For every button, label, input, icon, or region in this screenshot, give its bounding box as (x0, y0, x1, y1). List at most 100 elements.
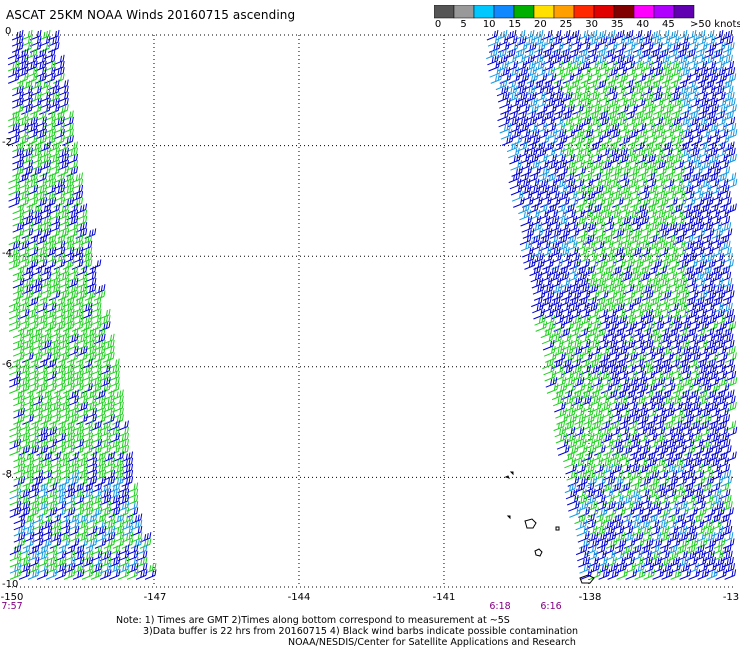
wind-barb (589, 98, 601, 109)
wind-barb (71, 197, 84, 208)
wind-barb (553, 73, 566, 84)
wind-barb (649, 284, 662, 295)
wind-barb (84, 284, 97, 295)
wind-barb (715, 420, 728, 432)
wind-barb (39, 147, 51, 159)
wind-barb (80, 246, 93, 258)
wind-barb (538, 240, 551, 252)
wind-barb (625, 122, 638, 134)
wind-barb (9, 439, 21, 450)
wind-barb (655, 439, 668, 450)
wind-barb (717, 209, 729, 221)
wind-barb (655, 513, 668, 525)
wind-barb (53, 234, 66, 246)
wind-barb (639, 246, 651, 258)
wind-barb (657, 197, 669, 208)
wind-barb (67, 513, 80, 525)
wind-barb (704, 141, 717, 153)
wind-barb (578, 141, 591, 153)
wind-barb (529, 265, 542, 277)
wind-barb (21, 153, 33, 165)
wind-barb (531, 197, 543, 208)
wind-barb (610, 488, 623, 500)
wind-barb (80, 253, 93, 264)
wind-barb (701, 519, 714, 531)
wind-barb (652, 346, 664, 357)
wind-barb (63, 420, 75, 432)
wind-barb (682, 215, 695, 227)
wind-barb (12, 98, 24, 109)
wind-barb (63, 364, 75, 376)
wind-barb (30, 333, 43, 345)
wind-barb (702, 197, 714, 208)
wind-barb (103, 532, 116, 543)
wind-barb (508, 172, 521, 184)
wind-barb (30, 277, 43, 289)
wind-barb (603, 296, 615, 308)
wind-barb (686, 141, 699, 153)
wind-barb (542, 60, 555, 72)
wind-barb (117, 432, 129, 444)
wind-barb (21, 147, 33, 159)
wind-barb (706, 122, 719, 134)
wind-barb (26, 321, 39, 332)
wind-barb (80, 315, 93, 326)
wind-barb (121, 463, 134, 475)
wind-barb (76, 519, 89, 531)
wind-barb (621, 197, 633, 208)
wind-barb (81, 488, 94, 500)
wind-barb (665, 494, 678, 506)
wind-barb (690, 135, 703, 146)
wind-barb (554, 203, 566, 215)
wind-barb (39, 79, 51, 91)
wind-barb (609, 209, 621, 221)
wind-barb (596, 110, 609, 122)
wind-barb (66, 147, 78, 159)
wind-barb (63, 445, 76, 456)
wind-barb (9, 569, 22, 580)
wind-barb (605, 91, 618, 103)
wind-barb (27, 501, 40, 512)
wind-barb (649, 85, 662, 97)
wind-barb (664, 240, 677, 252)
wind-barb (11, 36, 24, 47)
wind-barb (66, 277, 79, 289)
wind-barb (48, 85, 60, 97)
wind-barb (648, 48, 660, 60)
wind-barb (607, 122, 620, 134)
wind-barb (668, 308, 680, 320)
wind-barb (30, 166, 43, 177)
wind-barb (574, 463, 587, 475)
wind-barb (658, 85, 671, 97)
wind-barb (563, 426, 576, 438)
wind-barb (668, 259, 680, 270)
wind-barb (612, 48, 624, 60)
wind-barb (53, 178, 66, 190)
wind-barb (590, 203, 602, 215)
wind-barb (688, 98, 700, 109)
wind-barb (575, 445, 588, 456)
wind-barb (631, 36, 644, 47)
wind-barb (609, 457, 621, 469)
wind-barb (596, 60, 609, 72)
wind-barb (567, 48, 579, 60)
wind-barb (711, 48, 723, 60)
wind-barb (690, 408, 702, 419)
wind-barb (683, 544, 696, 556)
wind-barb (709, 513, 722, 525)
wind-barb (667, 253, 679, 264)
wind-barb (571, 346, 583, 357)
wind-barb (27, 569, 40, 580)
wind-barb (53, 321, 66, 332)
wind-barb (561, 364, 574, 376)
wind-barb (66, 290, 79, 301)
wind-barb (625, 569, 638, 580)
wind-barb (722, 389, 735, 401)
wind-barb (554, 426, 567, 438)
wind-barb (583, 240, 596, 252)
wind-barb (30, 209, 43, 221)
wind-barb (680, 426, 693, 438)
wind-barb (662, 377, 675, 388)
wind-barb (714, 315, 727, 326)
wind-barb (711, 29, 724, 41)
